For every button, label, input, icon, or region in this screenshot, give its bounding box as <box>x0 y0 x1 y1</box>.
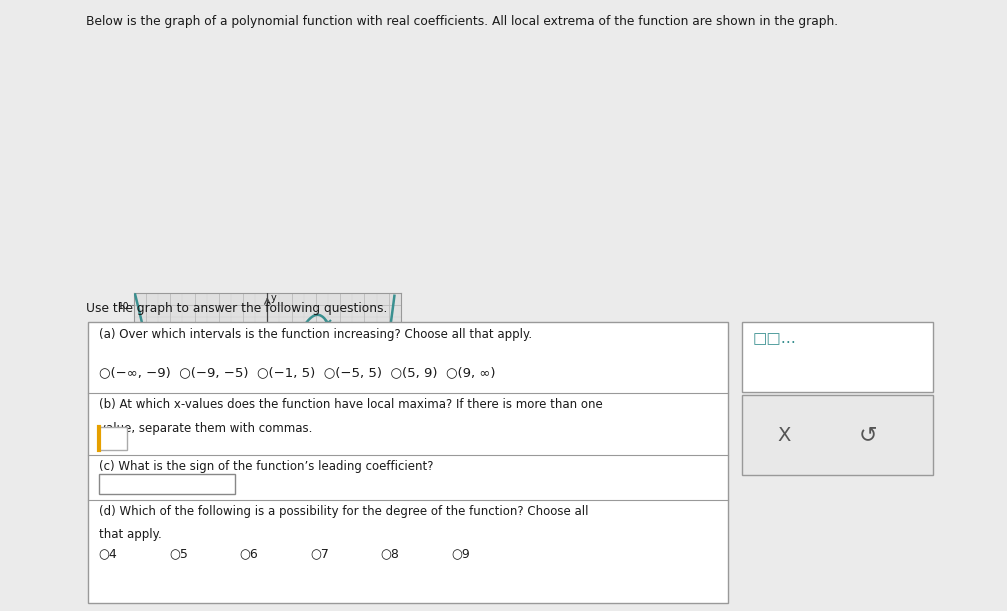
Text: ○9: ○9 <box>451 547 470 560</box>
Text: (c) What is the sign of the function’s leading coefficient?: (c) What is the sign of the function’s l… <box>99 460 433 473</box>
Text: Below is the graph of a polynomial function with real coefficients. All local ex: Below is the graph of a polynomial funct… <box>86 15 838 28</box>
Text: value, separate them with commas.: value, separate them with commas. <box>99 422 312 434</box>
Text: ▾: ▾ <box>224 477 230 490</box>
Text: x: x <box>393 414 399 424</box>
Text: Use the graph to answer the following questions.: Use the graph to answer the following qu… <box>86 302 387 315</box>
Text: y: y <box>271 293 276 303</box>
Text: that apply.: that apply. <box>99 528 161 541</box>
Text: (Choose one): (Choose one) <box>105 478 178 489</box>
Text: (b) At which x-values does the function have local maxima? If there is more than: (b) At which x-values does the function … <box>99 398 602 411</box>
Text: (a) Over which intervals is the function increasing? Choose all that apply.: (a) Over which intervals is the function… <box>99 328 532 341</box>
Text: ○5: ○5 <box>169 547 188 560</box>
Text: ↺: ↺ <box>859 425 877 445</box>
Text: ○8: ○8 <box>381 547 400 560</box>
Text: ○7: ○7 <box>310 547 329 560</box>
Text: ○6: ○6 <box>240 547 259 560</box>
Text: ○4: ○4 <box>99 547 118 560</box>
Text: ○(−∞, −9)  ○(−9, −5)  ○(−1, 5)  ○(−5, 5)  ○(5, 9)  ○(9, ∞): ○(−∞, −9) ○(−9, −5) ○(−1, 5) ○(−5, 5) ○(… <box>99 366 495 379</box>
Text: X: X <box>777 425 792 445</box>
Text: □□…: □□… <box>752 331 797 346</box>
Text: (d) Which of the following is a possibility for the degree of the function? Choo: (d) Which of the following is a possibil… <box>99 505 588 518</box>
